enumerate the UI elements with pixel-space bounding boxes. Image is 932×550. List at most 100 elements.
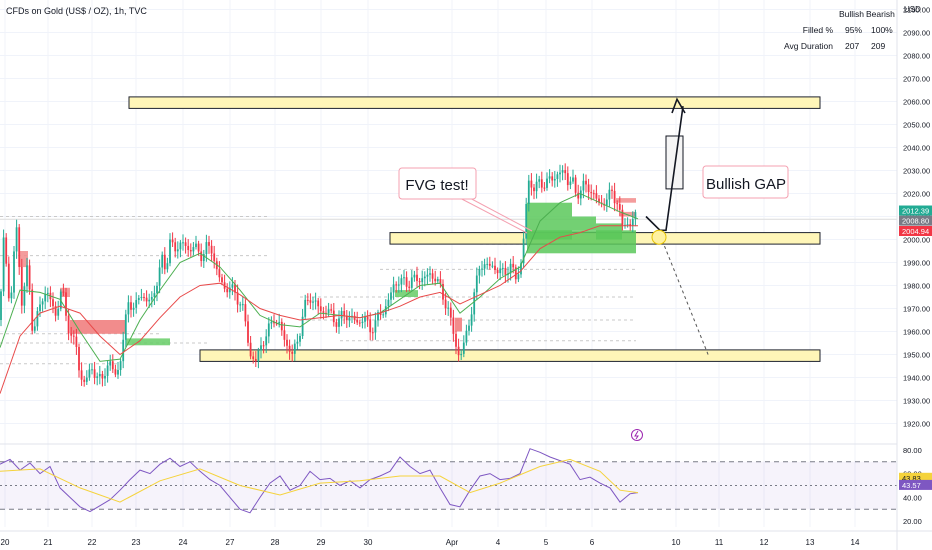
- candle-body: [98, 373, 101, 377]
- candle-body: [364, 316, 366, 322]
- candle-body: [104, 375, 106, 379]
- candle-body: [101, 373, 104, 379]
- ma-fast-line: [0, 192, 639, 362]
- candle-body: [221, 277, 223, 283]
- time-tick-label: 29: [317, 538, 326, 547]
- callout-text: Bullish GAP: [706, 176, 786, 193]
- candle-body: [387, 299, 390, 307]
- candle-body: [488, 263, 491, 266]
- gap-fill-marker[interactable]: [651, 229, 667, 245]
- downside-projection: [659, 234, 710, 357]
- candle-body: [361, 321, 364, 323]
- candle-body: [312, 301, 314, 303]
- candle-body: [327, 309, 330, 313]
- candle-body: [13, 251, 15, 293]
- candle-body: [117, 369, 119, 375]
- candle-body: [33, 326, 36, 331]
- candle-body: [182, 242, 184, 244]
- candle-body: [405, 277, 408, 287]
- price-tick-label: 2080.00: [903, 52, 930, 61]
- candle-body: [626, 224, 629, 226]
- fvg-blocks: [20, 198, 636, 346]
- time-tick-label: 5: [544, 538, 549, 547]
- fvg-test-callout[interactable]: FVG test!: [398, 167, 533, 234]
- candle-body: [119, 361, 122, 370]
- time-tick-label: 28: [271, 538, 280, 547]
- fvg-block: [616, 198, 636, 203]
- candle-body: [80, 370, 83, 380]
- candle-body: [41, 301, 44, 305]
- bullish-gap-callout[interactable]: Bullish GAP: [702, 165, 789, 199]
- candle-body: [483, 264, 486, 269]
- candle-body: [257, 350, 260, 361]
- candle-body: [46, 292, 49, 295]
- fvg-block: [620, 211, 636, 217]
- candle-body: [564, 170, 567, 174]
- candle-body: [210, 245, 213, 254]
- candle-body: [517, 274, 520, 280]
- candle-body: [189, 250, 192, 252]
- candle-body: [96, 376, 99, 378]
- projection-arrowhead: [671, 97, 686, 114]
- candle-body: [293, 343, 296, 354]
- candle-body: [512, 263, 515, 268]
- price-tick-label: 2100.00: [903, 6, 930, 15]
- candle-body: [330, 309, 333, 311]
- rsi-badge-text: 43.83: [902, 474, 921, 483]
- time-tick-label: 6: [590, 538, 595, 547]
- fvg-block: [455, 317, 462, 332]
- candle-body: [226, 288, 229, 293]
- candle-body: [413, 274, 416, 278]
- stats-label-duration: Avg Duration: [784, 41, 833, 51]
- candle-body: [579, 190, 582, 199]
- candle-body: [270, 321, 273, 324]
- candle-body: [28, 265, 31, 290]
- rsi-badge-text: 43.57: [902, 481, 921, 490]
- zone-rect[interactable]: [199, 349, 821, 362]
- candle-body: [535, 181, 538, 192]
- rsi-tick-label: 20.00: [903, 517, 922, 526]
- candle-body: [260, 345, 262, 351]
- candle-body: [486, 263, 489, 265]
- candle-body: [434, 278, 437, 282]
- candle-body: [491, 265, 494, 267]
- candle-body: [197, 243, 200, 252]
- candle-body: [585, 180, 587, 185]
- candle-body: [143, 296, 145, 298]
- candle-body: [106, 365, 109, 376]
- candle-body: [403, 277, 405, 279]
- candle-body: [20, 266, 23, 306]
- candle-body: [236, 292, 239, 305]
- candle-body: [62, 291, 65, 293]
- price-tick-label: 1990.00: [903, 259, 930, 268]
- candle-body: [161, 254, 164, 268]
- candle-body: [150, 296, 153, 300]
- candle-body: [540, 179, 543, 188]
- candle-body: [556, 174, 559, 179]
- candle-body: [358, 322, 361, 324]
- candle-body: [356, 319, 359, 323]
- price-tick-label: 1930.00: [903, 397, 930, 406]
- candle-body: [569, 181, 572, 186]
- candle-body: [353, 315, 356, 320]
- candle-body: [431, 273, 434, 279]
- candles-layer: [0, 163, 637, 387]
- candle-body: [57, 308, 60, 316]
- rsi-tick-label: 40.00: [903, 493, 922, 502]
- candle-body: [5, 237, 8, 264]
- candle-body: [83, 379, 86, 382]
- time-tick-label: 13: [806, 538, 815, 547]
- candle-body: [52, 299, 54, 307]
- candle-body: [137, 298, 140, 301]
- candle-body: [132, 307, 135, 310]
- callout-box: [398, 167, 477, 200]
- candle-body: [546, 178, 548, 188]
- candle-body: [499, 268, 502, 274]
- price-tick-label: 2060.00: [903, 98, 930, 107]
- candle-body: [7, 263, 10, 299]
- zone-rect[interactable]: [128, 96, 821, 109]
- lightning-icon[interactable]: [631, 429, 643, 441]
- rsi-ma-line: [0, 458, 639, 503]
- candle-body: [18, 227, 21, 267]
